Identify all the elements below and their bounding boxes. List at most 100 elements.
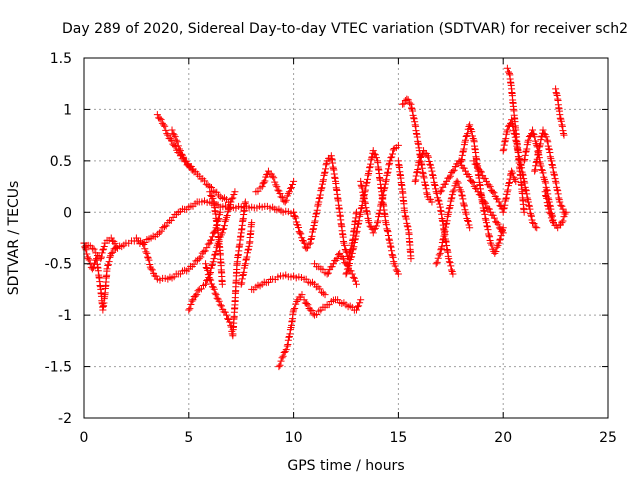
- data-point-marker: [409, 107, 417, 115]
- data-point-marker: [99, 246, 107, 254]
- data-point-marker: [348, 249, 356, 257]
- data-point-marker: [411, 177, 419, 185]
- data-point-marker: [207, 276, 215, 284]
- data-point-marker: [208, 261, 216, 269]
- data-point-marker: [436, 188, 444, 196]
- data-point-marker: [442, 223, 450, 231]
- data-point-marker: [350, 274, 358, 282]
- data-point-marker: [458, 151, 466, 159]
- data-point-marker: [217, 302, 225, 310]
- data-point-marker: [404, 223, 412, 231]
- data-point-marker: [307, 235, 315, 243]
- data-point-marker: [220, 222, 228, 230]
- data-point-marker: [464, 130, 472, 138]
- y-axis-label: SDTVAR / TECUs: [6, 181, 22, 296]
- data-point-marker: [357, 208, 365, 216]
- data-point-marker: [294, 224, 302, 232]
- data-point-marker: [202, 280, 210, 288]
- data-point-marker: [523, 194, 531, 202]
- data-point-marker: [341, 241, 349, 249]
- data-point-marker: [449, 270, 457, 278]
- data-point-marker: [556, 114, 564, 122]
- data-point-marker: [543, 199, 551, 207]
- data-point-marker: [238, 279, 246, 287]
- data-point-marker: [550, 170, 558, 178]
- data-point-marker: [277, 193, 285, 201]
- data-point-marker: [383, 169, 391, 177]
- data-point-marker: [143, 249, 151, 257]
- data-point-marker: [526, 209, 534, 217]
- data-point-marker: [160, 223, 168, 231]
- data-point-marker: [276, 361, 284, 369]
- data-point-marker: [356, 299, 364, 307]
- data-point-marker: [349, 246, 357, 254]
- data-point-marker: [519, 171, 527, 179]
- data-point-marker: [269, 172, 277, 180]
- data-point-marker: [541, 188, 549, 196]
- data-point-marker: [512, 136, 520, 144]
- data-point-marker: [556, 198, 564, 206]
- data-point-marker: [197, 253, 205, 261]
- data-point-marker: [208, 236, 216, 244]
- data-point-marker: [421, 181, 429, 189]
- data-point-marker: [278, 354, 286, 362]
- data-point-marker: [362, 207, 370, 215]
- data-point-marker: [433, 258, 441, 266]
- data-point-marker: [559, 205, 567, 213]
- data-point-marker: [156, 114, 164, 122]
- data-point-marker: [500, 145, 508, 153]
- data-point-marker: [412, 172, 420, 180]
- data-point-marker: [501, 138, 509, 146]
- data-point-marker: [273, 183, 281, 191]
- data-point-marker: [290, 208, 298, 216]
- data-point-marker: [503, 188, 511, 196]
- data-point-marker: [544, 202, 552, 210]
- data-point-marker: [559, 129, 567, 137]
- x-tick-label: 20: [494, 430, 512, 446]
- data-point-marker: [495, 239, 503, 247]
- data-point-marker: [357, 181, 365, 189]
- data-point-marker: [447, 195, 455, 203]
- data-point-marker: [434, 254, 442, 262]
- data-point-marker: [278, 194, 286, 202]
- data-point-marker: [319, 289, 327, 297]
- data-point-marker: [521, 151, 529, 159]
- data-point-marker: [423, 189, 431, 197]
- data-point-marker: [432, 260, 440, 268]
- data-point-marker: [293, 297, 301, 305]
- data-point-marker: [454, 179, 462, 187]
- data-point-marker: [242, 256, 250, 264]
- data-point-marker: [481, 210, 489, 218]
- data-point-marker: [498, 228, 506, 236]
- data-point-marker: [311, 219, 319, 227]
- data-point-marker: [216, 208, 224, 216]
- data-point-marker: [243, 253, 251, 261]
- data-point-marker: [524, 198, 532, 206]
- data-point-marker: [144, 253, 152, 261]
- data-point-marker: [286, 184, 294, 192]
- data-point-marker: [508, 119, 516, 127]
- data-point-marker: [359, 191, 367, 199]
- data-point-marker: [240, 268, 248, 276]
- plot-frame: [83, 57, 609, 419]
- data-point-marker: [365, 219, 373, 227]
- data-point-marker: [188, 297, 196, 305]
- data-point-marker: [388, 153, 396, 161]
- data-point-marker: [422, 185, 430, 193]
- data-point-marker: [378, 194, 386, 202]
- data-point-marker: [469, 134, 477, 142]
- data-point-marker: [220, 225, 228, 233]
- data-point-marker: [157, 116, 165, 124]
- data-point-marker: [526, 205, 534, 213]
- data-point-marker: [275, 363, 283, 371]
- data-point-marker: [189, 165, 197, 173]
- data-point-marker: [109, 248, 117, 256]
- data-point-marker: [462, 133, 470, 141]
- data-point-marker: [159, 224, 167, 232]
- data-point-marker: [532, 158, 540, 166]
- data-point-marker: [379, 191, 387, 199]
- data-point-marker: [369, 229, 377, 237]
- data-point-marker: [392, 266, 400, 274]
- data-point-marker: [357, 205, 365, 213]
- data-point-marker: [302, 244, 310, 252]
